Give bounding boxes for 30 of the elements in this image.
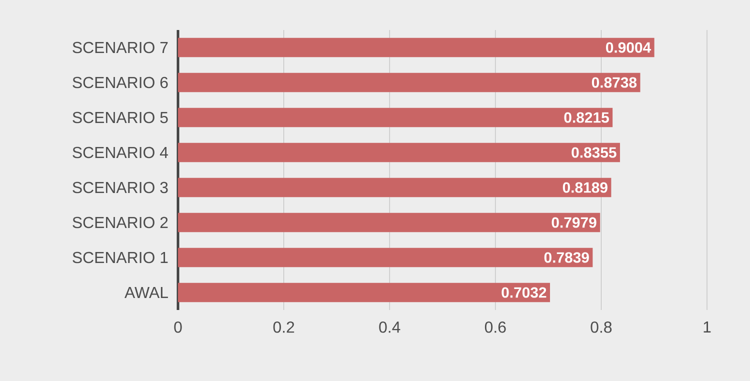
bar [178,212,600,232]
y-tick-label: AWAL [124,287,168,298]
data-label: 0.9004 [606,42,652,53]
bar [178,248,593,268]
y-tick-label: SCENARIO 3 [72,182,168,194]
bar [178,142,620,162]
data-label: 0.7979 [552,217,596,228]
bar [178,178,612,198]
data-label: 0.7032 [502,287,546,298]
y-tick-label: SCENARIO 2 [72,216,168,228]
x-tick-label: 0.4 [379,322,400,333]
data-label: 0.8189 [562,182,608,193]
x-tick-label: 0.6 [484,322,506,333]
bar [178,38,654,58]
y-tick-label: SCENARIO 6 [72,76,168,88]
x-tick-label: 0.2 [273,322,294,333]
y-tick-label: SCENARIO 4 [72,146,168,158]
data-label: 0.8215 [564,112,609,123]
x-tick-label: 0.8 [590,322,612,333]
data-label: 0.8738 [592,77,637,88]
data-label: 0.8355 [572,147,616,158]
bar [178,108,613,128]
y-tick-label: SCENARIO 5 [72,112,168,124]
x-tick-label: 0 [174,322,182,333]
bar [178,282,550,302]
y-tick-label: SCENARIO 1 [72,252,168,264]
x-tick-label: 1 [704,322,711,332]
data-label: 0.7839 [544,252,589,263]
y-tick-label: SCENARIO 7 [72,42,168,54]
bar [178,72,640,92]
